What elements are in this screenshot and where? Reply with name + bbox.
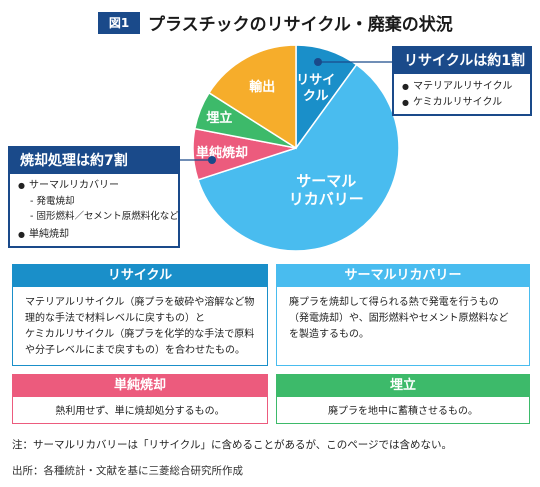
page-title: プラスチックのリサイクル・廃棄の状況 <box>148 15 453 35</box>
incineration-callout: 焼却処理は約7割 サーマルリカバリー 発電焼却 固形燃料／セメント原燃料化など … <box>8 146 180 248</box>
source-note: 出所：各種統計・文献を基に三菱総合研究所作成 <box>12 465 243 477</box>
definition-thermal-line: （発電焼却）や、固形燃料やセメント原燃料など <box>289 313 509 324</box>
pie-slice-label: リカバリー <box>289 190 364 208</box>
definition-recycle: リサイクル マテリアルリサイクル（廃プラを破砕や溶解など物 理的な手法で材料レベ… <box>12 264 268 366</box>
definition-landfill-title: 埋立 <box>277 375 529 397</box>
definition-landfill-line: 廃プラを地中に蓄積させるもの。 <box>328 406 478 417</box>
pie-slice-label: 輸出 <box>249 79 275 95</box>
definition-thermal: サーマルリカバリー 廃プラを焼却して得られる熱で発電を行うもの （発電焼却）や、… <box>276 264 530 366</box>
recycle-connector-dot <box>314 58 322 66</box>
incineration-sub-fuel: 固形燃料／セメント原燃料化など <box>18 209 178 224</box>
definition-simple-title: 単純焼却 <box>13 375 267 397</box>
definition-recycle-line: や分子レベルにまで戻すもの）を合わせたもの。 <box>25 345 245 356</box>
definition-recycle-line: マテリアルリサイクル（廃プラを破砕や溶解など物 <box>25 297 255 308</box>
incineration-callout-heading: 焼却処理は約7割 <box>10 148 178 174</box>
pie-slice-label: 単純焼却 <box>196 145 248 161</box>
pie-slice-label: クル <box>303 89 329 104</box>
pie-slice <box>207 44 297 150</box>
definition-recycle-line: ケミカルリサイクル（廃プラを化学的な手法で原料 <box>25 329 255 340</box>
incineration-connector-dot <box>208 156 216 164</box>
recycle-callout: リサイクルは約1割 マテリアルリサイクル ケミカルリサイクル <box>392 46 532 116</box>
recycle-callout-heading: リサイクルは約1割 <box>394 48 530 74</box>
incineration-item-simple: 単純焼却 <box>18 227 170 243</box>
definition-recycle-line: 理的な手法で材料レベルに戻すもの）と <box>25 313 205 324</box>
definition-simple-line: 熱利用せず、単に焼却処分するもの。 <box>55 406 225 417</box>
pie-slice-label: サーマル <box>296 172 356 190</box>
pie-slice <box>197 63 400 252</box>
incineration-sub-power: 発電焼却 <box>18 194 170 209</box>
recycle-item-material: マテリアルリサイクル <box>402 79 522 95</box>
pie-slice-label: リサイ <box>296 73 335 88</box>
definition-thermal-title: サーマルリカバリー <box>277 265 529 287</box>
pie-slice-label: 埋立 <box>206 110 232 126</box>
footnote: 注：サーマルリカバリーは「リサイクル」に含めることがあるが、このページでは含めな… <box>12 439 453 451</box>
incineration-item-thermal: サーマルリカバリー <box>18 178 170 194</box>
definition-landfill: 埋立 廃プラを地中に蓄積させるもの。 <box>276 374 530 424</box>
definition-thermal-line: を製造するもの。 <box>289 329 369 340</box>
definition-thermal-line: 廃プラを焼却して得られる熱で発電を行うもの <box>289 297 499 308</box>
definition-simple-incineration: 単純焼却 熱利用せず、単に焼却処分するもの。 <box>12 374 268 424</box>
figure-label: 図1 <box>98 12 140 34</box>
definition-recycle-title: リサイクル <box>13 265 267 287</box>
recycle-item-chemical: ケミカルリサイクル <box>402 95 522 111</box>
